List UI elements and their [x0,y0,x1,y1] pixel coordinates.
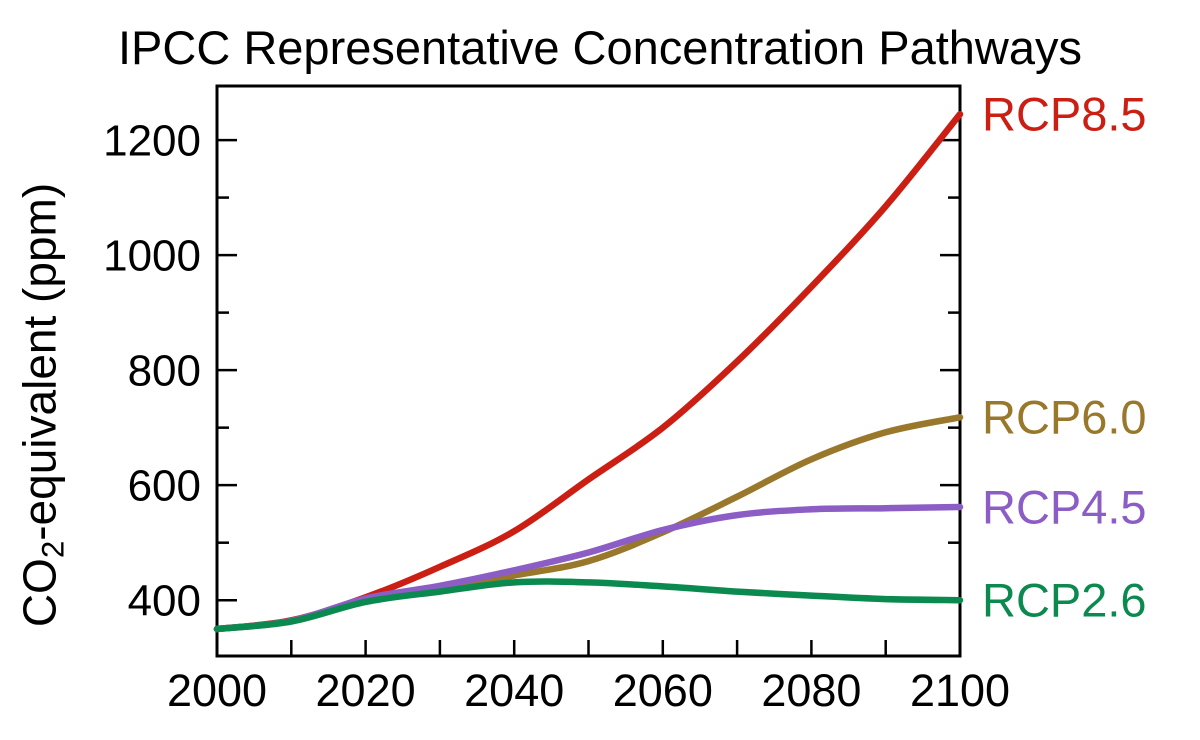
y-tick-label: 800 [128,347,201,396]
x-tick-label: 2040 [464,665,564,716]
x-tick-label: 2060 [613,665,713,716]
y-tick-label: 400 [128,577,201,626]
y-tick-label: 600 [128,462,201,511]
y-tick-label: 1200 [103,116,201,165]
chart-title: IPCC Representative Concentration Pathwa… [118,21,1082,74]
y-tick-label: 1000 [103,232,201,281]
legend-label-rcp4-5: RCP4.5 [982,480,1147,534]
x-tick-label: 2000 [167,665,267,716]
plot-border [215,84,962,658]
legend-label-rcp8-5: RCP8.5 [982,87,1147,141]
legend-label-rcp6-0: RCP6.0 [982,390,1147,444]
x-axis-ticks: 2000 2020 2040 2060 2080 2100 [167,640,1010,716]
legend-label-rcp2-6: RCP2.6 [982,573,1147,627]
y-axis-ticks: 400 600 800 1000 1200 [103,116,960,626]
x-tick-label: 2020 [316,665,416,716]
x-tick-label: 2080 [761,665,861,716]
series-line-rcp2-6 [213,578,964,633]
x-tick-label: 2100 [910,665,1010,716]
